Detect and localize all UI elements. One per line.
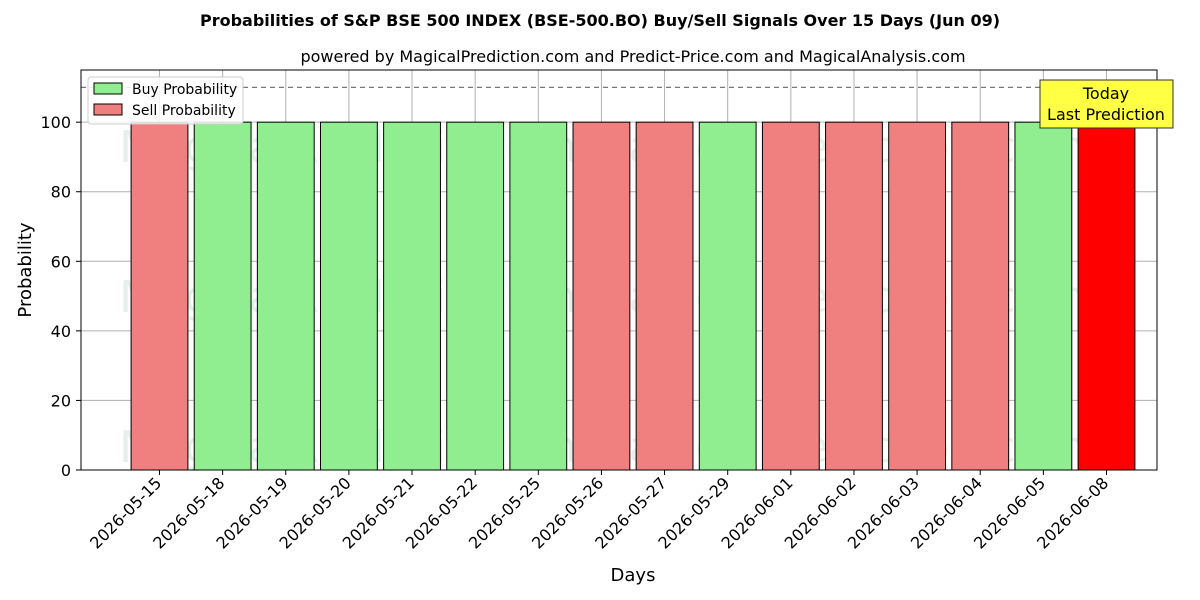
- buy-bar: [1014, 121, 1073, 471]
- buy-bar: [698, 121, 757, 471]
- chart-title: Probabilities of S&P BSE 500 INDEX (BSE-…: [200, 11, 1000, 30]
- legend-frame: [87, 76, 244, 125]
- y-tick-label: 60: [51, 252, 71, 271]
- bars: [130, 121, 1136, 471]
- sell-bar: [825, 121, 883, 471]
- today-annotation-box: [1039, 79, 1174, 129]
- x-axis-label: Days: [611, 565, 656, 586]
- sell-bar: [572, 121, 631, 471]
- y-tick-label: 80: [51, 183, 71, 202]
- y-axis-label: Probability: [15, 222, 36, 317]
- y-axis: 0 20 40 60 80 100: [40, 113, 81, 480]
- y-tick-label: 0: [61, 461, 71, 480]
- legend-buy-swatch: [93, 82, 123, 95]
- today-annotation-line2: Last Prediction: [1047, 105, 1165, 124]
- legend: Buy Probability Sell Probability: [87, 76, 244, 125]
- legend-sell-swatch: [93, 103, 123, 116]
- sell-bar: [635, 121, 694, 471]
- buy-bar: [319, 121, 378, 471]
- plot-frame: [80, 69, 1158, 471]
- sell-bar: [130, 121, 189, 471]
- sell-bar: [1077, 121, 1136, 471]
- buy-bar: [256, 121, 315, 471]
- sell-bar: [951, 121, 1010, 471]
- buy-bar: [446, 121, 505, 471]
- y-tick-label: 100: [40, 113, 71, 132]
- y-tick-label: 40: [51, 322, 71, 341]
- today-annotation-line1: Today: [1082, 84, 1129, 103]
- sell-bar: [761, 121, 820, 471]
- buy-bar: [509, 121, 568, 471]
- y-tick-label: 20: [51, 391, 71, 410]
- today-annotation: Today Last Prediction: [1039, 79, 1174, 129]
- buy-bar: [383, 121, 441, 471]
- legend-buy-label: Buy Probability: [132, 82, 237, 98]
- x-axis: 2026-05-152026-05-182026-05-192026-05-20…: [86, 470, 1112, 553]
- buy-bar: [193, 121, 252, 471]
- sell-bar: [888, 121, 947, 471]
- chart-subtitle: powered by MagicalPrediction.com and Pre…: [300, 47, 965, 66]
- legend-sell-label: Sell Probability: [132, 103, 236, 119]
